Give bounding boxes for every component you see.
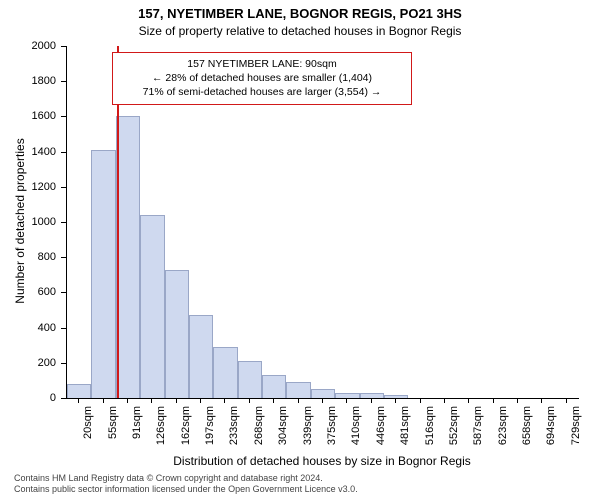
bar [91,150,115,398]
callout-line: 71% of semi-detached houses are larger (… [117,85,407,99]
x-tick-mark [273,398,274,403]
callout-box: 157 NYETIMBER LANE: 90sqm← 28% of detach… [112,52,412,105]
x-tick-mark [444,398,445,403]
y-tick-mark [61,116,66,117]
x-tick-label: 481sqm [399,406,411,456]
x-tick-mark [517,398,518,403]
x-tick-mark [566,398,567,403]
y-tick-label: 1000 [0,216,56,228]
bar [189,315,213,398]
x-tick-label: 375sqm [326,406,338,456]
x-tick-mark [468,398,469,403]
x-tick-label: 197sqm [204,406,216,456]
y-tick-label: 1800 [0,75,56,87]
y-axis-label: Number of detached properties [13,121,27,321]
x-axis-label: Distribution of detached houses by size … [66,454,578,468]
x-tick-mark [200,398,201,403]
y-tick-mark [61,292,66,293]
footer-attribution: Contains HM Land Registry data © Crown c… [14,473,358,496]
y-tick-label: 400 [0,322,56,334]
x-tick-mark [78,398,79,403]
x-tick-mark [395,398,396,403]
x-tick-mark [249,398,250,403]
x-tick-mark [127,398,128,403]
y-tick-label: 1200 [0,181,56,193]
x-tick-mark [298,398,299,403]
x-tick-label: 446sqm [375,406,387,456]
chart-subtitle: Size of property relative to detached ho… [0,24,600,38]
x-tick-mark [541,398,542,403]
x-tick-label: 729sqm [570,406,582,456]
bar [238,361,262,398]
callout-line: ← 28% of detached houses are smaller (1,… [117,71,407,85]
footer-line: Contains HM Land Registry data © Crown c… [14,473,358,485]
x-tick-label: 126sqm [155,406,167,456]
chart-title: 157, NYETIMBER LANE, BOGNOR REGIS, PO21 … [0,6,600,21]
x-tick-label: 587sqm [472,406,484,456]
x-tick-mark [493,398,494,403]
x-tick-label: 233sqm [228,406,240,456]
y-tick-mark [61,187,66,188]
bar [67,384,91,398]
x-tick-label: 694sqm [545,406,557,456]
y-tick-label: 800 [0,251,56,263]
x-tick-label: 91sqm [131,406,143,456]
x-tick-mark [176,398,177,403]
bar [286,382,310,398]
bar [165,270,189,398]
x-tick-mark [103,398,104,403]
callout-line: 157 NYETIMBER LANE: 90sqm [117,57,407,71]
bar [116,116,140,398]
x-tick-label: 516sqm [424,406,436,456]
bar [311,389,335,398]
x-tick-mark [151,398,152,403]
y-tick-label: 600 [0,286,56,298]
x-tick-label: 304sqm [277,406,289,456]
bar [213,347,237,398]
x-tick-label: 339sqm [302,406,314,456]
y-tick-mark [61,81,66,82]
x-tick-mark [371,398,372,403]
y-tick-mark [61,363,66,364]
x-tick-label: 658sqm [521,406,533,456]
y-tick-mark [61,257,66,258]
bar [140,215,164,398]
x-tick-mark [322,398,323,403]
y-tick-label: 1400 [0,146,56,158]
y-tick-label: 2000 [0,40,56,52]
bar [262,375,286,398]
x-tick-label: 268sqm [253,406,265,456]
x-tick-label: 623sqm [497,406,509,456]
x-tick-mark [224,398,225,403]
x-tick-label: 55sqm [107,406,119,456]
y-tick-mark [61,152,66,153]
y-tick-mark [61,222,66,223]
bar [360,393,384,398]
x-tick-label: 162sqm [180,406,192,456]
x-tick-label: 20sqm [82,406,94,456]
bar [335,393,359,398]
y-tick-label: 200 [0,357,56,369]
x-tick-mark [420,398,421,403]
y-tick-label: 1600 [0,110,56,122]
y-tick-mark [61,398,66,399]
x-tick-label: 552sqm [448,406,460,456]
y-tick-mark [61,328,66,329]
x-tick-mark [346,398,347,403]
x-tick-label: 410sqm [350,406,362,456]
y-tick-label: 0 [0,392,56,404]
footer-line: Contains public sector information licen… [14,484,358,496]
y-tick-mark [61,46,66,47]
